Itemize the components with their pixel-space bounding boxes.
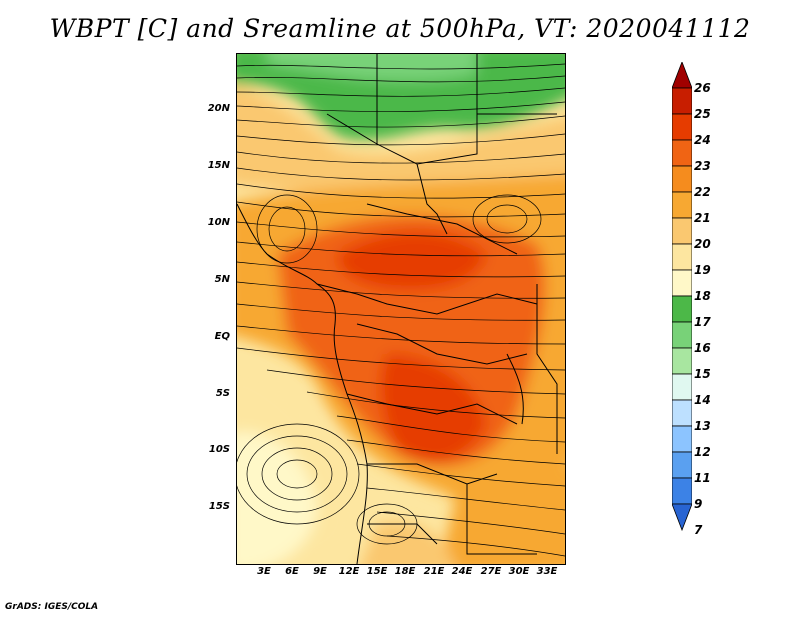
streamlines [237, 63, 565, 557]
lon-label-18e: 18E [394, 566, 416, 577]
colorbar-label-9: 9 [694, 497, 703, 511]
colorbar-swatch-15 [672, 451, 692, 479]
lon-label-15e: 15E [366, 566, 388, 577]
lon-label-12e: 12E [338, 566, 360, 577]
colorbar-swatch-12 [672, 373, 692, 401]
lon-label-24e: 24E [451, 566, 473, 577]
colorbar-label-15: 15 [694, 367, 711, 381]
colorbar-swatch-8 [672, 269, 692, 297]
colorbar-label-19: 19 [694, 263, 711, 277]
lon-label-30e: 30E [508, 566, 530, 577]
lat-label-10s: 10S [208, 444, 230, 455]
colorbar-label-23: 23 [694, 159, 711, 173]
colorbar-label-12: 12 [694, 445, 711, 459]
colorbar-bottom-arrow [672, 503, 692, 532]
colorbar-label-18: 18 [694, 289, 711, 303]
colorbar-label-11: 11 [694, 471, 711, 485]
colorbar-label-7: 7 [694, 523, 703, 537]
colorbar-swatch-14 [672, 425, 692, 453]
lat-label-eq: EQ [214, 331, 230, 342]
colorbar-label-22: 22 [694, 185, 711, 199]
lat-label-15s: 15S [208, 501, 230, 512]
colorbar-label-25: 25 [694, 107, 711, 121]
colorbar [672, 62, 692, 532]
lon-label-9e: 9E [313, 566, 327, 577]
colorbar-swatch-1 [672, 87, 692, 115]
colorbar-swatch-5 [672, 191, 692, 219]
colorbar-swatch-2 [672, 113, 692, 141]
lat-label-15n: 15N [207, 160, 230, 171]
colorbar-swatch-3 [672, 139, 692, 167]
lat-label-5s: 5S [215, 388, 230, 399]
colorbar-swatch-13 [672, 399, 692, 427]
colorbar-label-24: 24 [694, 133, 711, 147]
lat-label-5n: 5N [214, 274, 230, 285]
lon-label-33e: 33E [536, 566, 558, 577]
colorbar-label-13: 13 [694, 419, 711, 433]
map-panel [236, 53, 566, 565]
colorbar-swatch-7 [672, 243, 692, 271]
colorbar-swatch-4 [672, 165, 692, 193]
colorbar-label-21: 21 [694, 211, 711, 225]
colorbar-label-16: 16 [694, 341, 711, 355]
colorbar-label-20: 20 [694, 237, 711, 251]
lon-label-6e: 6E [285, 566, 299, 577]
lon-label-21e: 21E [423, 566, 445, 577]
colorbar-label-26: 26 [694, 81, 711, 95]
colorbar-swatch-11 [672, 347, 692, 375]
lon-label-27e: 27E [480, 566, 502, 577]
colorbar-top-arrow [672, 62, 692, 89]
colorbar-label-14: 14 [694, 393, 711, 407]
lat-label-20n: 20N [207, 103, 230, 114]
lat-label-10n: 10N [207, 217, 230, 228]
colorbar-swatch-16 [672, 477, 692, 505]
colorbar-swatch-10 [672, 321, 692, 349]
colorbar-label-17: 17 [694, 315, 711, 329]
wbpt-field [237, 54, 565, 564]
colorbar-swatch-9 [672, 295, 692, 323]
map-title: WBPT [C] and Sreamline at 500hPa, VT: 20… [49, 14, 751, 43]
footer-credit: GrADS: IGES/COLA [5, 602, 99, 612]
lon-label-3e: 3E [257, 566, 271, 577]
colorbar-swatch-6 [672, 217, 692, 245]
